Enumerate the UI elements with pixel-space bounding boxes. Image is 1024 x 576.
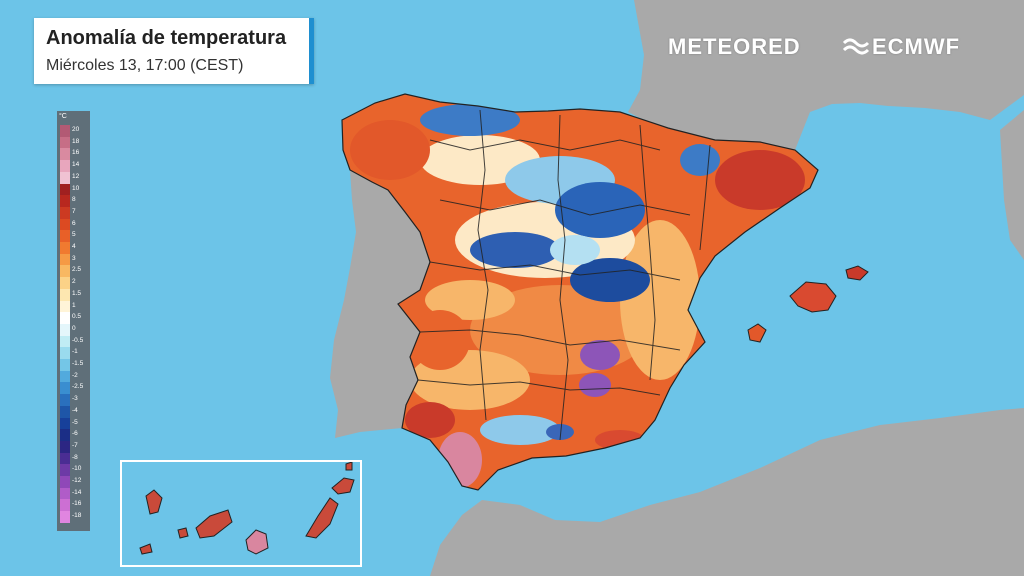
legend-swatch — [60, 511, 70, 524]
legend-label: -10 — [72, 465, 82, 473]
legend-label: -14 — [72, 488, 82, 496]
legend-swatch — [60, 242, 70, 255]
ibiza — [747, 323, 767, 343]
legend-label: 2.5 — [72, 266, 82, 274]
region-borders — [417, 109, 711, 441]
legend-swatch — [60, 464, 70, 477]
legend-swatch — [60, 429, 70, 442]
legend-label: -18 — [72, 512, 82, 520]
legend-label: 10 — [72, 184, 80, 192]
legend-swatch — [60, 265, 70, 278]
meteored-logo: METEORED — [668, 34, 801, 59]
legend-label: -2 — [72, 371, 78, 379]
canary-islands — [139, 461, 355, 555]
legend-swatch — [60, 218, 70, 231]
legend-unit: °C — [59, 113, 67, 120]
legend-swatch — [60, 417, 70, 430]
legend-swatch — [60, 288, 70, 301]
legend-swatch — [60, 382, 70, 395]
mallorca — [789, 281, 837, 313]
legend-label: -7 — [72, 441, 78, 449]
legend-swatch — [60, 277, 70, 290]
legend-swatch — [60, 499, 70, 512]
legend-swatch — [60, 335, 70, 348]
legend-label: -0.5 — [72, 336, 84, 344]
legend-swatch — [60, 476, 70, 489]
legend-label: 12 — [72, 172, 80, 180]
legend-label: 20 — [72, 126, 80, 133]
legend-swatch — [60, 230, 70, 243]
legend-swatch — [60, 370, 70, 383]
ecmwf-wave-icon — [842, 38, 870, 55]
legend-swatch — [60, 183, 70, 196]
legend-label: 5 — [72, 231, 76, 239]
legend-label: 4 — [72, 243, 76, 250]
africa-landmass — [430, 408, 1024, 576]
legend-swatch — [60, 347, 70, 360]
legend-label: -4 — [72, 406, 78, 414]
legend-label: 0.5 — [72, 313, 82, 321]
legend-label: -1 — [72, 348, 78, 356]
france-landmass — [628, 0, 1024, 150]
legend-label: 18 — [72, 137, 80, 145]
map-subtitle: Miércoles 13, 17:00 (CEST) — [46, 57, 244, 74]
legend-swatch — [60, 136, 70, 149]
legend-swatch — [60, 359, 70, 372]
legend-swatch — [60, 394, 70, 407]
legend-label: 1.5 — [72, 289, 82, 297]
legend-label: -6 — [72, 430, 78, 438]
legend-label: -3 — [72, 395, 78, 403]
legend-label: 8 — [72, 196, 76, 204]
menorca — [845, 265, 869, 281]
legend-swatch — [60, 171, 70, 184]
legend-label: 6 — [72, 219, 76, 227]
title-accent-bar — [309, 18, 314, 84]
ecmwf-logo: ECMWF — [872, 34, 961, 59]
color-legend: °C 20 18 16 14 12 10 8 7 6 5 4 3 2.5 2 1.5 1 0.5 0 -0.5 -1 -… — [57, 111, 90, 531]
legend-label: -12 — [72, 477, 82, 484]
legend-swatch — [60, 125, 70, 138]
legend-swatch — [60, 253, 70, 266]
legend-label: -1.5 — [72, 360, 84, 367]
legend-label: -16 — [72, 500, 82, 508]
legend-label: 14 — [72, 161, 80, 169]
italy-landmass — [1000, 110, 1024, 260]
map-title: Anomalía de temperatura — [46, 27, 287, 49]
legend-swatch — [60, 148, 70, 161]
canary-islands-inset — [120, 460, 362, 567]
title-panel: Anomalía de temperatura Miércoles 13, 17… — [34, 18, 314, 84]
legend-label: 1 — [72, 301, 76, 309]
legend-label: 16 — [72, 149, 80, 157]
legend-swatch — [60, 487, 70, 500]
legend-label: 2 — [72, 278, 76, 286]
legend-swatch — [60, 300, 70, 313]
legend-label: 3 — [72, 254, 76, 262]
legend-swatch — [60, 440, 70, 454]
legend-label: -2.5 — [72, 383, 84, 391]
legend-swatch — [60, 323, 70, 337]
legend-label: 7 — [72, 207, 76, 215]
legend-swatch — [60, 405, 70, 418]
legend-swatch — [60, 195, 70, 208]
legend-swatch — [60, 452, 70, 465]
legend-label: -5 — [72, 418, 78, 426]
legend-swatch — [60, 312, 70, 325]
portugal-landmass — [330, 170, 430, 438]
legend-label: 0 — [72, 324, 76, 332]
legend-swatch — [60, 206, 70, 220]
legend-swatch — [60, 160, 70, 173]
legend-label: -8 — [72, 453, 78, 461]
